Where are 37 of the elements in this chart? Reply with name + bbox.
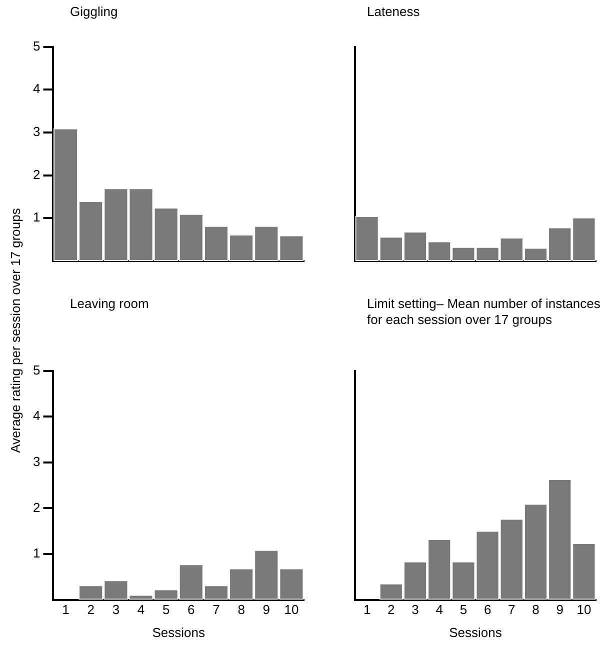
- x-tick-label: 9: [262, 602, 270, 618]
- x-tick-label: 7: [212, 602, 220, 618]
- y-tick-label: 5: [32, 38, 40, 54]
- x-tick-label: 7: [508, 602, 516, 618]
- y-tick-label: 4: [32, 408, 40, 424]
- y-tick-label: 2: [32, 166, 40, 182]
- x-axis-title: Sessions: [152, 624, 206, 640]
- x-axis-title: Sessions: [449, 624, 502, 640]
- x-tick-label: 5: [162, 602, 170, 618]
- x-tick-label: 8: [238, 602, 245, 618]
- x-tick-label: 6: [188, 602, 195, 618]
- y-tick-label: 3: [32, 454, 40, 469]
- x-tick-label: 10: [576, 602, 592, 618]
- x-tick-label: 10: [284, 602, 299, 618]
- x-tick-label: 1: [62, 602, 70, 618]
- chart-title: Lateness: [367, 4, 421, 20]
- x-tick-label: 9: [556, 602, 564, 618]
- x-tick-label: 3: [112, 602, 120, 618]
- y-tick-label: 5: [32, 362, 40, 378]
- chart-title: Giggling: [70, 4, 119, 20]
- x-tick-label: 1: [363, 602, 371, 618]
- y-tick-label: 1: [32, 210, 40, 225]
- y-tick-label: 2: [32, 500, 40, 515]
- y-tick-label: 1: [32, 546, 40, 561]
- x-tick-label: 4: [436, 602, 443, 618]
- y-axis-title: Average rating per session over 17 groups: [8, 208, 23, 452]
- x-tick-label: 2: [87, 602, 94, 618]
- x-tick-label: 2: [388, 602, 395, 618]
- y-tick-label: 3: [32, 124, 40, 140]
- x-tick-label: 4: [137, 602, 145, 618]
- x-tick-label: 6: [484, 602, 492, 618]
- x-tick-label: 5: [460, 602, 468, 618]
- chart-title: Leaving room: [70, 296, 150, 312]
- x-tick-label: 8: [532, 602, 540, 618]
- x-tick-label: 3: [412, 602, 419, 618]
- y-tick-label: 4: [32, 81, 40, 96]
- chart-title: Limit setting– Mean number of instances for each session over 17 groups: [367, 296, 602, 328]
